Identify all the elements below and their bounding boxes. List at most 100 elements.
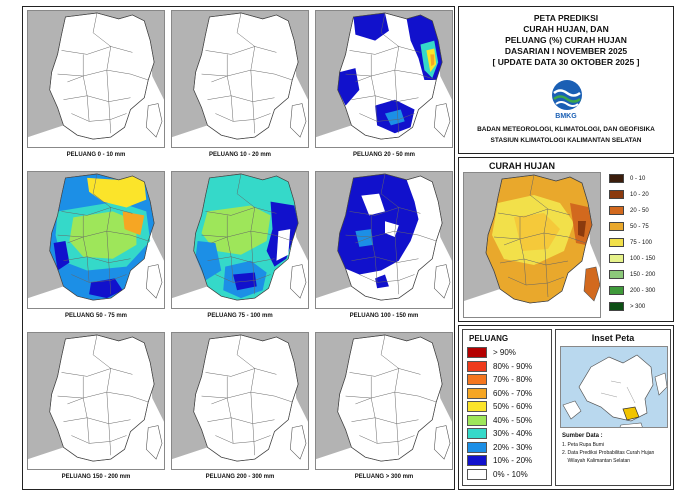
- peluang-map: [171, 171, 309, 309]
- peluang-map-caption: PELUANG 100 - 150 mm: [349, 313, 419, 319]
- peluang-map-panel: PELUANG 150 - 200 mm: [27, 332, 165, 484]
- inset-map: [560, 346, 668, 428]
- legend-label: 20% - 30%: [493, 442, 533, 452]
- curah-hujan-legend-item: 20 - 50: [609, 206, 649, 215]
- legend-label: 10% - 20%: [493, 456, 533, 465]
- legend-swatch: [467, 387, 487, 399]
- peluang-legend-item: 70% - 80%: [467, 374, 532, 385]
- legend-swatch: [467, 441, 487, 453]
- curah-hujan-legend-item: 10 - 20: [609, 190, 649, 199]
- legend-label: 20 - 50: [630, 207, 649, 214]
- peluang-map-panel: PELUANG 200 - 300 mm: [171, 332, 309, 484]
- peluang-legend-item: 0% - 10%: [467, 468, 528, 480]
- peluang-map-panel: PELUANG > 300 mm: [315, 332, 453, 484]
- legend-label: 150 - 200: [630, 271, 656, 278]
- peluang-map-caption: PELUANG 50 - 75 mm: [64, 313, 128, 319]
- legend-label: > 300: [630, 303, 646, 310]
- legend-swatch: [609, 286, 624, 295]
- peluang-map-caption: PELUANG 150 - 200 mm: [61, 474, 131, 480]
- peluang-map-panel: PELUANG 50 - 75 mm: [27, 171, 165, 323]
- peluang-map-caption: PELUANG 200 - 300 mm: [205, 474, 275, 480]
- legend-swatch: [609, 174, 624, 183]
- legend-swatch: [467, 468, 487, 480]
- legend-label: 50% - 60%: [493, 402, 533, 411]
- peluang-map-caption: PELUANG 20 - 50 mm: [352, 152, 416, 158]
- legend-label: 50 - 75: [630, 223, 649, 230]
- curah-hujan-title: CURAH HUJAN: [489, 161, 556, 171]
- sumber-item: 1. Peta Rupa Bumi: [562, 442, 604, 448]
- legend-label: 10 - 20: [630, 191, 649, 198]
- peluang-map-panel: PELUANG 100 - 150 mm: [315, 171, 453, 323]
- peluang-legend-item: 20% - 30%: [467, 441, 533, 453]
- peluang-map: [171, 332, 309, 470]
- legend-label: 70% - 80%: [493, 375, 533, 384]
- legend-swatch: [467, 347, 487, 358]
- station-name: STASIUN KLIMATOLOGI KALIMANTAN SELATAN: [490, 137, 642, 144]
- legend-swatch: [467, 374, 487, 385]
- map-title-line: [ UPDATE DATA 30 OKTOBER 2025 ]: [492, 57, 640, 67]
- legend-swatch: [609, 206, 624, 215]
- map-title-line: PELUANG (%) CURAH HUJAN: [505, 35, 627, 45]
- legend-label: 0% - 10%: [493, 469, 528, 479]
- curah-hujan-panel: CURAH HUJAN 0 - 10 10 - 20 20 - 50 50 - …: [458, 157, 674, 322]
- legend-swatch: [609, 190, 624, 199]
- peluang-legend-item: 50% - 60%: [467, 401, 532, 412]
- peluang-map-caption: PELUANG 0 - 10 mm: [66, 152, 126, 158]
- peluang-legend-item: > 90%: [467, 347, 516, 358]
- legend-label: 80% - 90%: [493, 361, 533, 371]
- legend-label: 100 - 150: [630, 255, 656, 262]
- bmkg-logo-text: BMKG: [555, 113, 577, 120]
- legend-swatch: [467, 455, 487, 466]
- sumber-item: Wilayah Kalimantan Selatan: [562, 458, 631, 464]
- curah-hujan-legend-item: 150 - 200: [609, 270, 655, 279]
- peluang-legend-box: PELUANG > 90% 80% - 90% 70% - 80% 60% - …: [462, 329, 552, 486]
- agency-name: BADAN METEOROLOGI, KLIMATOLOGI, DAN GEOF…: [477, 126, 655, 133]
- peluang-map-panel: PELUANG 75 - 100 mm: [171, 171, 309, 323]
- legend-label: 0 - 10: [630, 175, 646, 182]
- map-title-line: PETA PREDIKSI: [533, 13, 599, 23]
- peluang-map: [27, 332, 165, 470]
- peluang-map-panel: PELUANG 20 - 50 mm: [315, 10, 453, 162]
- peluang-map: [171, 10, 309, 148]
- legend-swatch: [609, 270, 624, 279]
- curah-hujan-legend-item: 100 - 150: [609, 254, 655, 263]
- peluang-legend-item: 30% - 40%: [467, 428, 532, 439]
- peluang-map-panel: PELUANG 0 - 10 mm: [27, 10, 165, 162]
- peluang-map: [315, 171, 453, 309]
- curah-hujan-legend-item: 50 - 75: [609, 222, 649, 231]
- peluang-map: [27, 10, 165, 148]
- peluang-map-caption: PELUANG 75 - 100 mm: [207, 313, 273, 319]
- peluang-map: [27, 171, 165, 309]
- bmkg-logo-icon: [552, 80, 582, 110]
- curah-hujan-legend-item: 200 - 300: [609, 286, 655, 295]
- title-panel: PETA PREDIKSI CURAH HUJAN, DAN PELUANG (%)…: [458, 6, 674, 154]
- map-title-line: CURAH HUJAN, DAN: [523, 24, 609, 34]
- peluang-legend-item: 10% - 20%: [467, 455, 532, 466]
- peluang-map: [315, 10, 453, 148]
- legend-swatch: [467, 401, 487, 412]
- legend-label: 40% - 50%: [493, 415, 533, 425]
- inset-box: Inset Peta Sumber Data : 1. Peta Rupa Bu…: [555, 329, 671, 486]
- curah-hujan-legend-item: > 300: [609, 302, 645, 311]
- legend-label: 75 - 100: [630, 239, 653, 246]
- legend-swatch: [467, 360, 487, 372]
- peluang-legend-item: 80% - 90%: [467, 360, 533, 372]
- peluang-legend-item: 40% - 50%: [467, 414, 533, 426]
- peluang-title: PELUANG: [469, 334, 509, 343]
- inset-title: Inset Peta: [591, 333, 635, 343]
- legend-swatch: [609, 238, 624, 247]
- legend-label: > 90%: [493, 348, 516, 357]
- legend-label: 30% - 40%: [493, 429, 533, 438]
- peluang-map-caption: PELUANG > 300 mm: [354, 474, 414, 480]
- legend-label: 60% - 70%: [493, 388, 533, 398]
- curah-hujan-legend-item: 75 - 100: [609, 238, 652, 247]
- legend-inset-panel: PELUANG > 90% 80% - 90% 70% - 80% 60% - …: [458, 325, 674, 490]
- peluang-legend-item: 60% - 70%: [467, 387, 533, 399]
- legend-swatch: [609, 222, 624, 231]
- curah-hujan-map: [463, 172, 601, 318]
- peluang-map-caption: PELUANG 10 - 20 mm: [208, 152, 272, 158]
- map-title-line: DASARIAN I NOVEMBER 2025: [504, 46, 628, 56]
- sumber-item: 2. Data Prediksi Probabilitas Curah Huja…: [562, 450, 655, 456]
- sumber-title: Sumber Data :: [562, 433, 603, 439]
- curah-hujan-legend-item: 0 - 10: [609, 174, 645, 183]
